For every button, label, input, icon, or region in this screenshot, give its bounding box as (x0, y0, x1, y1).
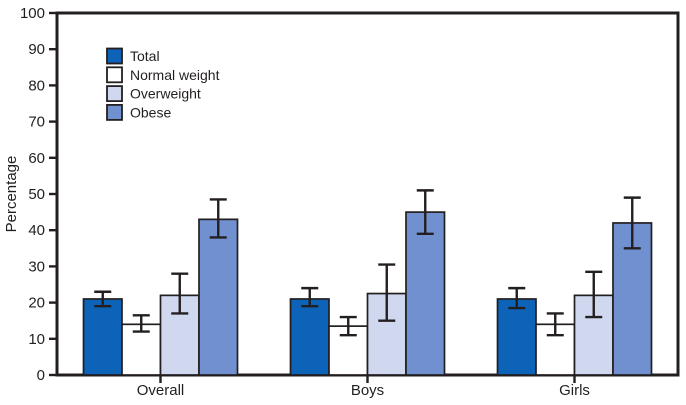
legend-label: Overweight (130, 86, 201, 102)
legend-swatch (106, 104, 123, 121)
bar-overall-total (82, 298, 123, 376)
y-axis-tick-label: 10 (28, 331, 45, 348)
y-axis-tick-label: 30 (28, 258, 45, 275)
y-axis-tick-label: 80 (28, 77, 45, 94)
legend-swatch (106, 85, 123, 102)
y-axis-tick-label: 90 (28, 41, 45, 58)
x-axis-category-label: Girls (559, 382, 590, 399)
legend-swatch (106, 66, 123, 84)
bar-overall-obese (198, 218, 239, 376)
bar-boys-obese (405, 211, 446, 376)
y-axis-tick-label: 100 (20, 5, 45, 22)
y-axis-label: Percentage (3, 155, 20, 233)
bar-overall-normal-weight (121, 323, 162, 376)
y-axis-tick-label: 50 (28, 186, 45, 203)
y-axis-tick-label: 40 (28, 222, 45, 239)
legend-label: Total (130, 48, 160, 64)
x-axis-category-label: Boys (351, 382, 384, 399)
y-axis-tick-label: 0 (37, 367, 45, 384)
y-axis-tick-label: 60 (28, 150, 45, 167)
legend-label: Normal weight (130, 67, 220, 83)
bar-boys-total (289, 298, 330, 376)
legend-label: Obese (130, 104, 171, 120)
legend-swatch (106, 47, 123, 65)
x-axis-category-label: Overall (137, 382, 185, 399)
y-axis-tick-label: 70 (28, 114, 45, 131)
bar-girls-total (496, 298, 537, 376)
y-axis-tick-label: 20 (28, 295, 45, 312)
